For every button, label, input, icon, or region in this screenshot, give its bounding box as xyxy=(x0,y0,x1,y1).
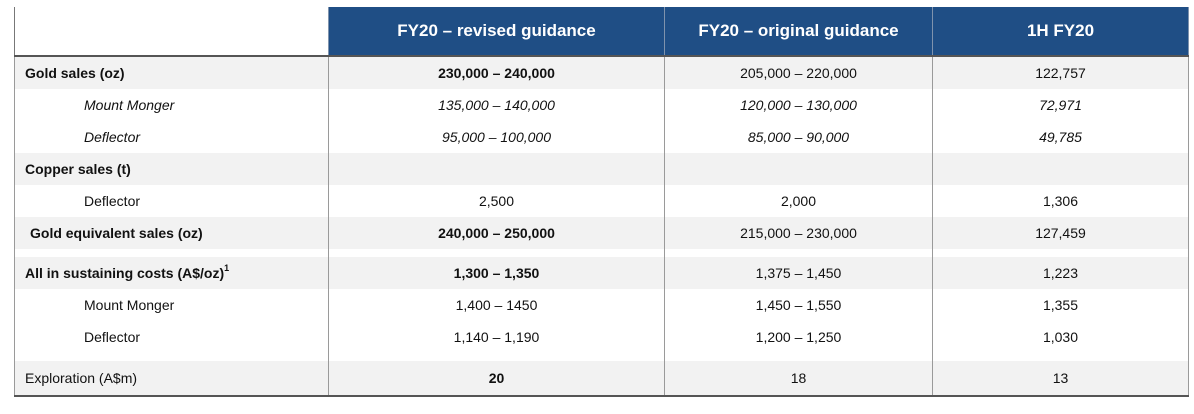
cell-value xyxy=(328,153,665,185)
guidance-table: FY20 – revised guidance FY20 – original … xyxy=(14,7,1189,397)
row-label: Copper sales (t) xyxy=(14,153,329,185)
cell-value: 240,000 – 250,000 xyxy=(328,217,665,249)
row-label: Mount Monger xyxy=(14,89,329,121)
row-label: Deflector xyxy=(14,185,329,217)
cell-value: 1,223 xyxy=(932,257,1189,289)
cell-value: 230,000 – 240,000 xyxy=(328,56,665,89)
cell-value: 2,000 xyxy=(664,185,933,217)
cell-value: 1,355 xyxy=(932,289,1189,321)
cell-value: 1,200 – 1,250 xyxy=(664,321,933,353)
cell-value: 13 xyxy=(932,361,1189,397)
cell-value: 1,300 – 1,350 xyxy=(328,257,665,289)
cell-value xyxy=(932,153,1189,185)
header-blank xyxy=(14,7,329,57)
cell-value: 20 xyxy=(328,361,665,397)
table-row: Exploration (A$m) 20 18 13 xyxy=(14,361,1189,397)
table-row: Gold sales (oz) 230,000 – 240,000 205,00… xyxy=(14,56,1189,89)
cell-value: 1,030 xyxy=(932,321,1189,353)
cell-value: 127,459 xyxy=(932,217,1189,249)
table-header-row: FY20 – revised guidance FY20 – original … xyxy=(14,7,1189,57)
row-label: Exploration (A$m) xyxy=(14,361,329,397)
table-row: Mount Monger 1,400 – 1450 1,450 – 1,550 … xyxy=(14,289,1189,321)
row-label: Deflector xyxy=(14,321,329,353)
cell-value: 1,450 – 1,550 xyxy=(664,289,933,321)
spacer-row xyxy=(14,353,1189,361)
cell-value: 1,375 – 1,450 xyxy=(664,257,933,289)
header-original-guidance: FY20 – original guidance xyxy=(664,7,933,57)
cell-value: 2,500 xyxy=(328,185,665,217)
row-label: Deflector xyxy=(14,121,329,153)
cell-value: 49,785 xyxy=(932,121,1189,153)
cell-value: 215,000 – 230,000 xyxy=(664,217,933,249)
row-label: Gold equivalent sales (oz) xyxy=(14,217,329,249)
table-row: All in sustaining costs (A$/oz)1 1,300 –… xyxy=(14,257,1189,289)
guidance-table-container: FY20 – revised guidance FY20 – original … xyxy=(14,7,1189,397)
cell-value: 205,000 – 220,000 xyxy=(664,56,933,89)
table-row: Deflector 1,140 – 1,190 1,200 – 1,250 1,… xyxy=(14,321,1189,353)
cell-value: 95,000 – 100,000 xyxy=(328,121,665,153)
header-1h-fy20: 1H FY20 xyxy=(932,7,1189,57)
cell-value: 72,971 xyxy=(932,89,1189,121)
row-label: All in sustaining costs (A$/oz)1 xyxy=(14,257,329,289)
cell-value: 18 xyxy=(664,361,933,397)
cell-value: 1,400 – 1450 xyxy=(328,289,665,321)
spacer-row xyxy=(14,249,1189,257)
cell-value: 1,140 – 1,190 xyxy=(328,321,665,353)
cell-value: 1,306 xyxy=(932,185,1189,217)
row-label: Mount Monger xyxy=(14,289,329,321)
table-row: Deflector 95,000 – 100,000 85,000 – 90,0… xyxy=(14,121,1189,153)
header-revised-guidance: FY20 – revised guidance xyxy=(328,7,665,57)
cell-value: 135,000 – 140,000 xyxy=(328,89,665,121)
cell-value: 122,757 xyxy=(932,56,1189,89)
cell-value xyxy=(664,153,933,185)
cell-value: 120,000 – 130,000 xyxy=(664,89,933,121)
table-row: Deflector 2,500 2,000 1,306 xyxy=(14,185,1189,217)
table-row: Gold equivalent sales (oz) 240,000 – 250… xyxy=(14,217,1189,249)
row-label: Gold sales (oz) xyxy=(14,56,329,89)
table-row: Copper sales (t) xyxy=(14,153,1189,185)
table-row: Mount Monger 135,000 – 140,000 120,000 –… xyxy=(14,89,1189,121)
row-label-text: All in sustaining costs (A$/oz) xyxy=(25,265,225,281)
footnote-marker: 1 xyxy=(224,263,230,273)
cell-value: 85,000 – 90,000 xyxy=(664,121,933,153)
